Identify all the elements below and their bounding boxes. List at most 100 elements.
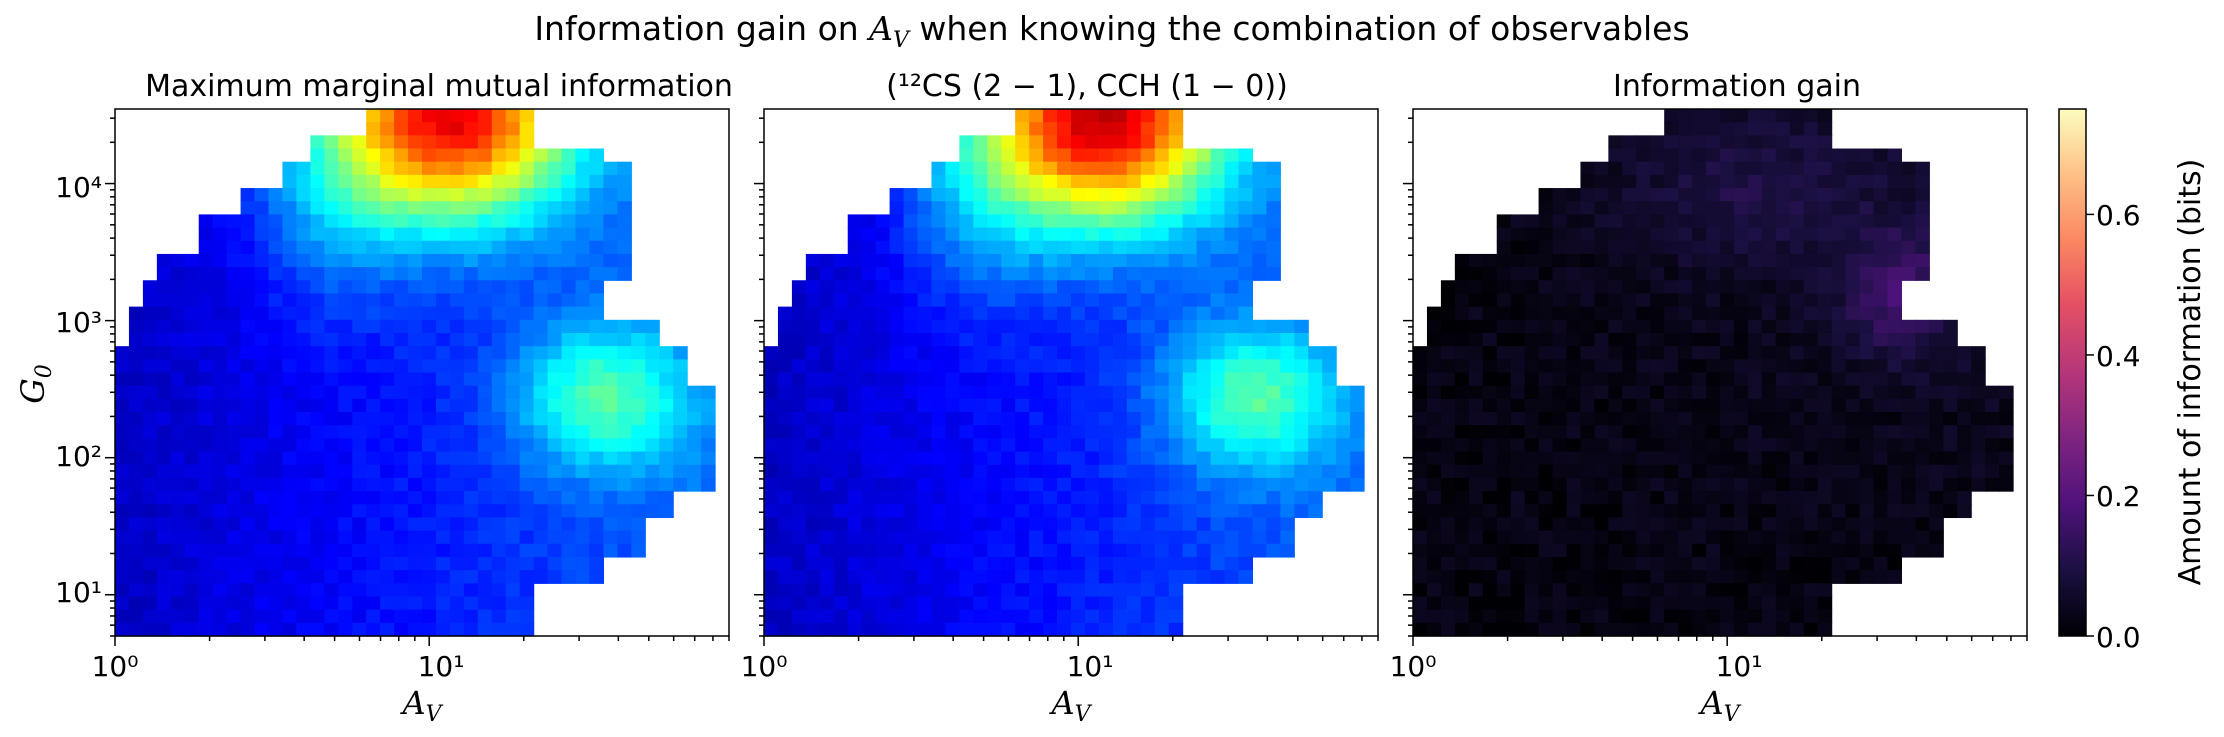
heatmap-cell [973,570,988,584]
heatmap-cell [547,214,563,229]
heatmap-cell [1873,385,1889,400]
heatmap-cell [449,477,465,492]
heatmap-cell [1636,253,1651,268]
heatmap-cell [1650,372,1665,387]
heatmap-cell [380,583,395,598]
heatmap-cell [408,583,423,598]
heatmap-cell [505,214,521,229]
heatmap-cell [1210,293,1226,308]
heatmap-cell [1678,451,1693,466]
heatmap-cell [1084,438,1100,453]
heatmap-cell [324,214,339,229]
heatmap-cell [1580,398,1595,413]
heatmap-cell [1706,622,1721,637]
heatmap-cell [1733,240,1749,255]
heatmap-cell [1524,543,1540,558]
heatmap-cell [917,517,933,532]
heatmap-cell [645,491,660,505]
heatmap-cell [1957,372,1972,387]
heatmap-cell [352,293,367,308]
heatmap-cell [561,346,577,360]
heatmap-cell [1057,398,1072,413]
heatmap-cell [1720,161,1735,176]
heatmap-cell [833,504,849,519]
heatmap-cell [1817,240,1833,255]
heatmap-cell [1413,583,1428,598]
heatmap-cell [875,372,891,387]
heatmap-cell [1720,346,1735,360]
heatmap-cell [226,504,242,519]
heatmap-cell [1552,556,1568,571]
heatmap-cell [1775,188,1791,202]
heatmap-cell [1664,570,1679,584]
heatmap-cell [1440,583,1456,598]
heatmap-cell [1761,477,1777,492]
heatmap-cell [1664,109,1679,123]
heatmap-cell [491,504,507,519]
heatmap-cell [310,188,325,202]
heatmap-cell [805,556,821,571]
heatmap-cell [1126,122,1142,136]
heatmap-cell [659,346,674,360]
heatmap-cell [1029,227,1044,242]
heatmap-cell [1440,359,1456,374]
heatmap-cell [1238,253,1253,268]
heatmap-cell [1084,306,1100,321]
heatmap-cell [1154,280,1170,295]
heatmap-cell [1789,109,1805,123]
heatmap-cell [1126,398,1142,413]
heatmap-cell [1720,148,1735,163]
heatmap-cell [408,596,423,611]
heatmap-cell [1957,477,1972,492]
heatmap-cell [931,556,946,571]
heatmap-cell [875,412,891,426]
heatmap-cell [1029,609,1044,624]
heatmap-cell [435,319,451,334]
heatmap-cell [973,161,988,176]
heatmap-cell [1057,359,1072,374]
heatmap-cell [1887,306,1902,321]
heatmap-cell [1029,517,1044,532]
heatmap-cell [170,253,186,268]
heatmap-cell [805,451,821,466]
heatmap-cell [1817,109,1833,123]
heatmap-cell [1775,319,1791,334]
heatmap-cell [1733,253,1749,268]
heatmap-cell [1803,227,1819,242]
heatmap-cell [575,438,591,453]
heatmap-cell [1071,240,1086,255]
heatmap-cell [1084,359,1100,374]
heatmap-cell [1015,319,1030,334]
heatmap-cell [1224,240,1240,255]
heatmap-cell [1468,385,1484,400]
heatmap-cell [1747,214,1763,229]
heatmap-cell [819,319,835,334]
heatmap-cell [1566,385,1582,400]
heatmap-cell [1140,398,1156,413]
heatmap-cell [1608,477,1623,492]
heatmap-cell [617,359,632,374]
heatmap-cell [212,530,228,545]
heatmap-cell [687,438,702,453]
heatmap-cell [282,253,297,268]
heatmap-cell [987,253,1002,268]
heatmap-cell [945,227,960,242]
heatmap-cell [1112,306,1128,321]
heatmap-cell [861,477,877,492]
heatmap-cell [477,306,493,321]
heatmap-cell [1468,412,1484,426]
heatmap-cell [435,583,451,598]
heatmap-cell [1650,477,1665,492]
heatmap-cell [491,583,507,598]
heatmap-cell [519,319,535,334]
heatmap-cell [477,570,493,584]
heatmap-cell [533,477,549,492]
heatmap-cell [861,372,877,387]
heatmap-cell [1266,161,1281,176]
heatmap-cell [1029,267,1044,281]
heatmap-cell [889,280,905,295]
heatmap-cell [1057,412,1072,426]
heatmap-cell [254,504,270,519]
heatmap-cell [198,451,214,466]
heatmap-cell [422,596,437,611]
